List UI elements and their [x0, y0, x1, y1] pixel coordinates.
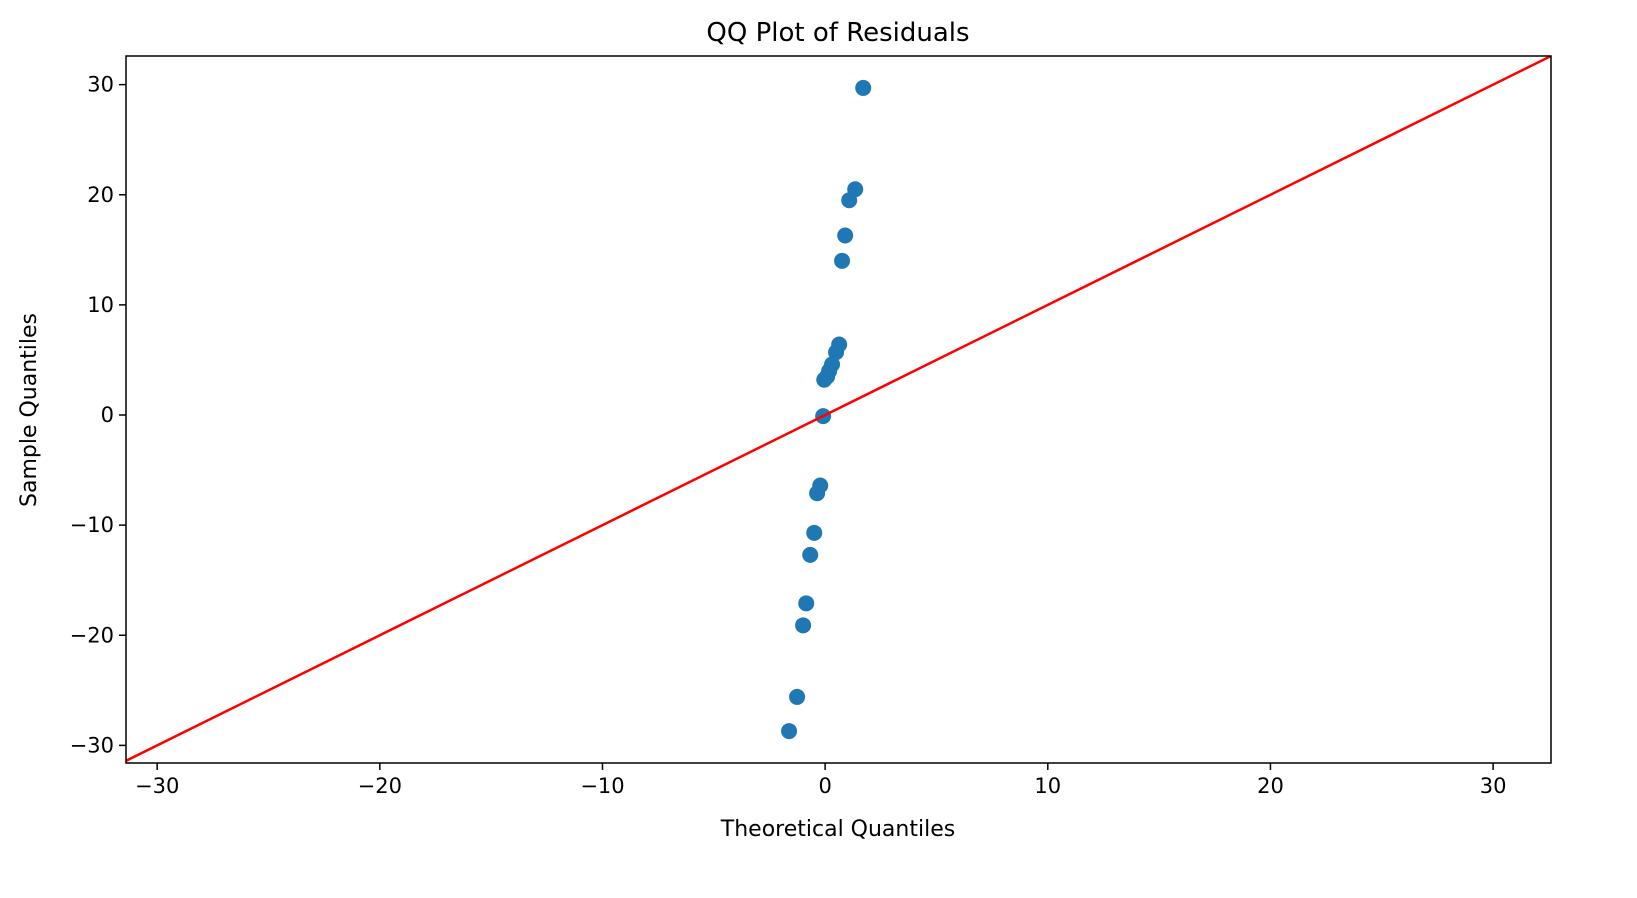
x-tick-label: −20 — [358, 774, 402, 798]
reference-line — [126, 56, 1551, 763]
y-tick-label: 0 — [101, 403, 114, 427]
data-point — [855, 79, 872, 96]
x-axis-label: Theoretical Quantiles — [720, 817, 955, 842]
x-tick-label: −30 — [135, 774, 179, 798]
x-tick-label: 0 — [818, 774, 831, 798]
data-point — [798, 595, 815, 612]
y-tick-label: −30 — [70, 733, 114, 757]
data-point — [809, 485, 826, 502]
y-tick-label: 10 — [87, 293, 114, 317]
data-point — [802, 546, 819, 563]
y-tick-label: 20 — [87, 183, 114, 207]
y-tick-label: −20 — [70, 623, 114, 647]
data-point — [795, 617, 812, 634]
x-tick-label: 20 — [1257, 774, 1284, 798]
y-tick-label: 30 — [87, 73, 114, 97]
x-tick-label: −10 — [580, 774, 624, 798]
plot-frame — [125, 55, 1552, 764]
data-point — [834, 252, 851, 269]
x-tick-label: 30 — [1480, 774, 1507, 798]
x-tick-label: 10 — [1034, 774, 1061, 798]
chart-title: QQ Plot of Residuals — [706, 18, 969, 48]
data-point — [837, 227, 854, 244]
data-point — [806, 524, 823, 541]
data-point — [828, 344, 845, 361]
y-axis-label: Sample Quantiles — [17, 313, 42, 507]
data-point — [781, 723, 798, 740]
data-point — [841, 192, 858, 209]
y-tick-label: −10 — [70, 513, 114, 537]
data-point — [816, 371, 833, 388]
data-point — [789, 688, 806, 705]
